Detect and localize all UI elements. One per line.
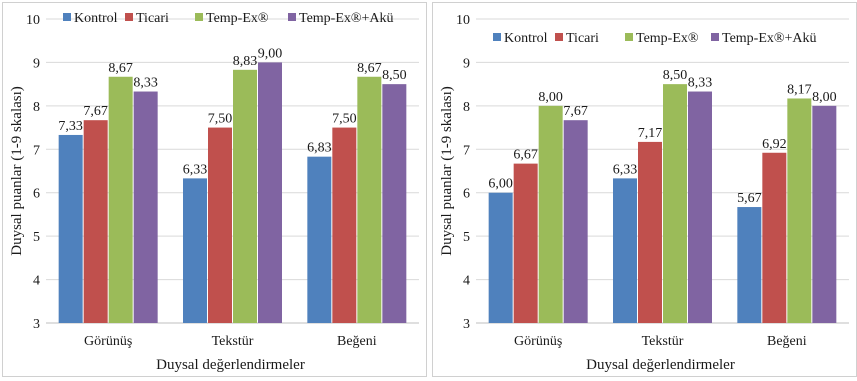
data-label: 8,33 bbox=[688, 76, 713, 91]
chart-right-svg: 3456789106,006,678,007,67Görünüş6,337,17… bbox=[439, 13, 849, 373]
data-label: 6,67 bbox=[513, 148, 538, 163]
bar-ticari bbox=[513, 163, 538, 323]
y-tick-label: 5 bbox=[463, 230, 470, 245]
legend-label: Kontrol bbox=[74, 11, 118, 26]
data-label: 5,67 bbox=[737, 191, 762, 206]
legend-label: Kontrol bbox=[504, 31, 548, 46]
legend-swatch bbox=[195, 13, 203, 21]
x-tick-label: Beğeni bbox=[767, 334, 807, 349]
legend-swatch bbox=[711, 33, 719, 41]
bar-kontrol bbox=[183, 178, 207, 323]
bar-temp-ex-ak- bbox=[688, 91, 712, 323]
data-label: 8,00 bbox=[812, 90, 837, 105]
x-tick-label: Beğeni bbox=[337, 334, 377, 349]
data-label: 9,00 bbox=[258, 46, 283, 61]
data-label: 6,33 bbox=[183, 162, 208, 177]
legend-label: Ticari bbox=[566, 31, 599, 46]
data-label: 7,33 bbox=[58, 119, 83, 134]
y-tick-label: 10 bbox=[456, 13, 470, 28]
y-tick-label: 3 bbox=[463, 317, 470, 332]
bar-ticari bbox=[208, 127, 232, 323]
data-label: 7,50 bbox=[208, 112, 233, 127]
legend-swatch bbox=[125, 13, 133, 21]
x-tick-label: Görünüş bbox=[514, 334, 562, 349]
bar-kontrol bbox=[613, 178, 637, 323]
bar-temp-ex- bbox=[538, 105, 563, 323]
bar-kontrol bbox=[58, 134, 83, 323]
bar-temp-ex- bbox=[663, 84, 687, 324]
bar-kontrol bbox=[488, 192, 513, 323]
y-tick-label: 4 bbox=[33, 274, 40, 289]
bar-kontrol bbox=[307, 156, 332, 323]
y-tick-label: 6 bbox=[33, 187, 40, 202]
data-label: 8,33 bbox=[133, 76, 158, 91]
y-tick-label: 4 bbox=[463, 274, 470, 289]
y-tick-label: 8 bbox=[463, 100, 470, 115]
bar-temp-ex-ak- bbox=[812, 105, 837, 323]
legend-swatch bbox=[625, 33, 633, 41]
x-tick-label: Tekstür bbox=[642, 334, 684, 349]
legend-swatch bbox=[288, 13, 296, 21]
legend-label: Temp-Ex® bbox=[206, 11, 269, 26]
bar-temp-ex- bbox=[787, 98, 812, 323]
data-label: 8,50 bbox=[663, 68, 688, 83]
data-label: 7,17 bbox=[638, 126, 663, 141]
data-label: 8,00 bbox=[538, 90, 563, 105]
bar-temp-ex-ak- bbox=[133, 91, 158, 323]
bar-ticari bbox=[638, 141, 662, 323]
x-tick-label: Tekstür bbox=[212, 334, 254, 349]
y-tick-label: 8 bbox=[33, 100, 40, 115]
bar-temp-ex-ak- bbox=[382, 84, 407, 324]
legend-label: Temp-Ex® bbox=[636, 31, 699, 46]
data-label: 6,92 bbox=[762, 137, 787, 152]
legend-label: Temp-Ex®+Akü bbox=[722, 31, 817, 46]
legend-swatch bbox=[555, 33, 563, 41]
y-axis-title: Duysal puanlar (1-9 skalası) bbox=[9, 86, 25, 256]
x-axis-title: Duysal değerlendirmeler bbox=[586, 357, 735, 373]
y-axis-title: Duysal puanlar (1-9 skalası) bbox=[439, 86, 455, 256]
bar-ticari bbox=[83, 120, 108, 323]
y-tick-label: 6 bbox=[463, 187, 470, 202]
y-tick-label: 7 bbox=[33, 143, 40, 158]
bar-ticari bbox=[332, 127, 357, 323]
chart-left-svg: 3456789107,337,678,678,33Görünüş6,337,50… bbox=[9, 11, 419, 373]
data-label: 6,00 bbox=[488, 177, 513, 192]
data-label: 8,50 bbox=[382, 68, 407, 83]
data-label: 8,67 bbox=[108, 61, 133, 76]
x-axis-title: Duysal değerlendirmeler bbox=[156, 357, 305, 373]
bar-kontrol bbox=[737, 207, 762, 323]
bar-ticari bbox=[762, 152, 787, 323]
y-tick-label: 3 bbox=[33, 317, 40, 332]
y-tick-label: 7 bbox=[463, 143, 470, 158]
y-tick-label: 9 bbox=[33, 56, 40, 71]
chart-left: 3 4 5 6 7 8 9 10 7,33 7,67 8,67 8,33 Görünüş 6,33 7,50… bbox=[2, 2, 427, 377]
legend-swatch bbox=[63, 13, 71, 21]
bar-temp-ex- bbox=[357, 76, 382, 323]
bar-temp-ex- bbox=[108, 76, 133, 323]
legend-label: Ticari bbox=[136, 11, 169, 26]
chart-right: 3 4 5 6 7 8 9 10 6,00 6,67 8,00 7,67 Görünüş 6,33 7,17… bbox=[432, 2, 857, 377]
x-tick-label: Görünüş bbox=[84, 334, 132, 349]
data-label: 7,67 bbox=[563, 104, 588, 119]
y-tick-label: 9 bbox=[463, 56, 470, 71]
data-label: 8,17 bbox=[787, 82, 812, 97]
y-tick-label: 10 bbox=[26, 13, 40, 28]
data-label: 7,50 bbox=[332, 112, 357, 127]
legend-label: Temp-Ex®+Akü bbox=[299, 11, 394, 26]
data-label: 6,83 bbox=[307, 141, 332, 156]
data-label: 8,83 bbox=[233, 54, 258, 69]
bar-temp-ex-ak- bbox=[563, 120, 588, 323]
legend-swatch bbox=[493, 33, 501, 41]
bar-temp-ex- bbox=[233, 69, 257, 323]
data-label: 7,67 bbox=[83, 104, 108, 119]
data-label: 8,67 bbox=[357, 61, 382, 76]
data-label: 6,33 bbox=[613, 162, 638, 177]
y-tick-label: 5 bbox=[33, 230, 40, 245]
bar-temp-ex-ak- bbox=[258, 62, 282, 324]
